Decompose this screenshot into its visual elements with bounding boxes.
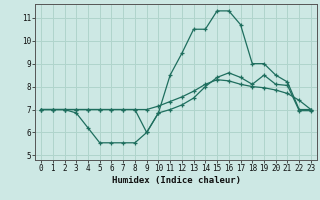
X-axis label: Humidex (Indice chaleur): Humidex (Indice chaleur)	[111, 176, 241, 185]
